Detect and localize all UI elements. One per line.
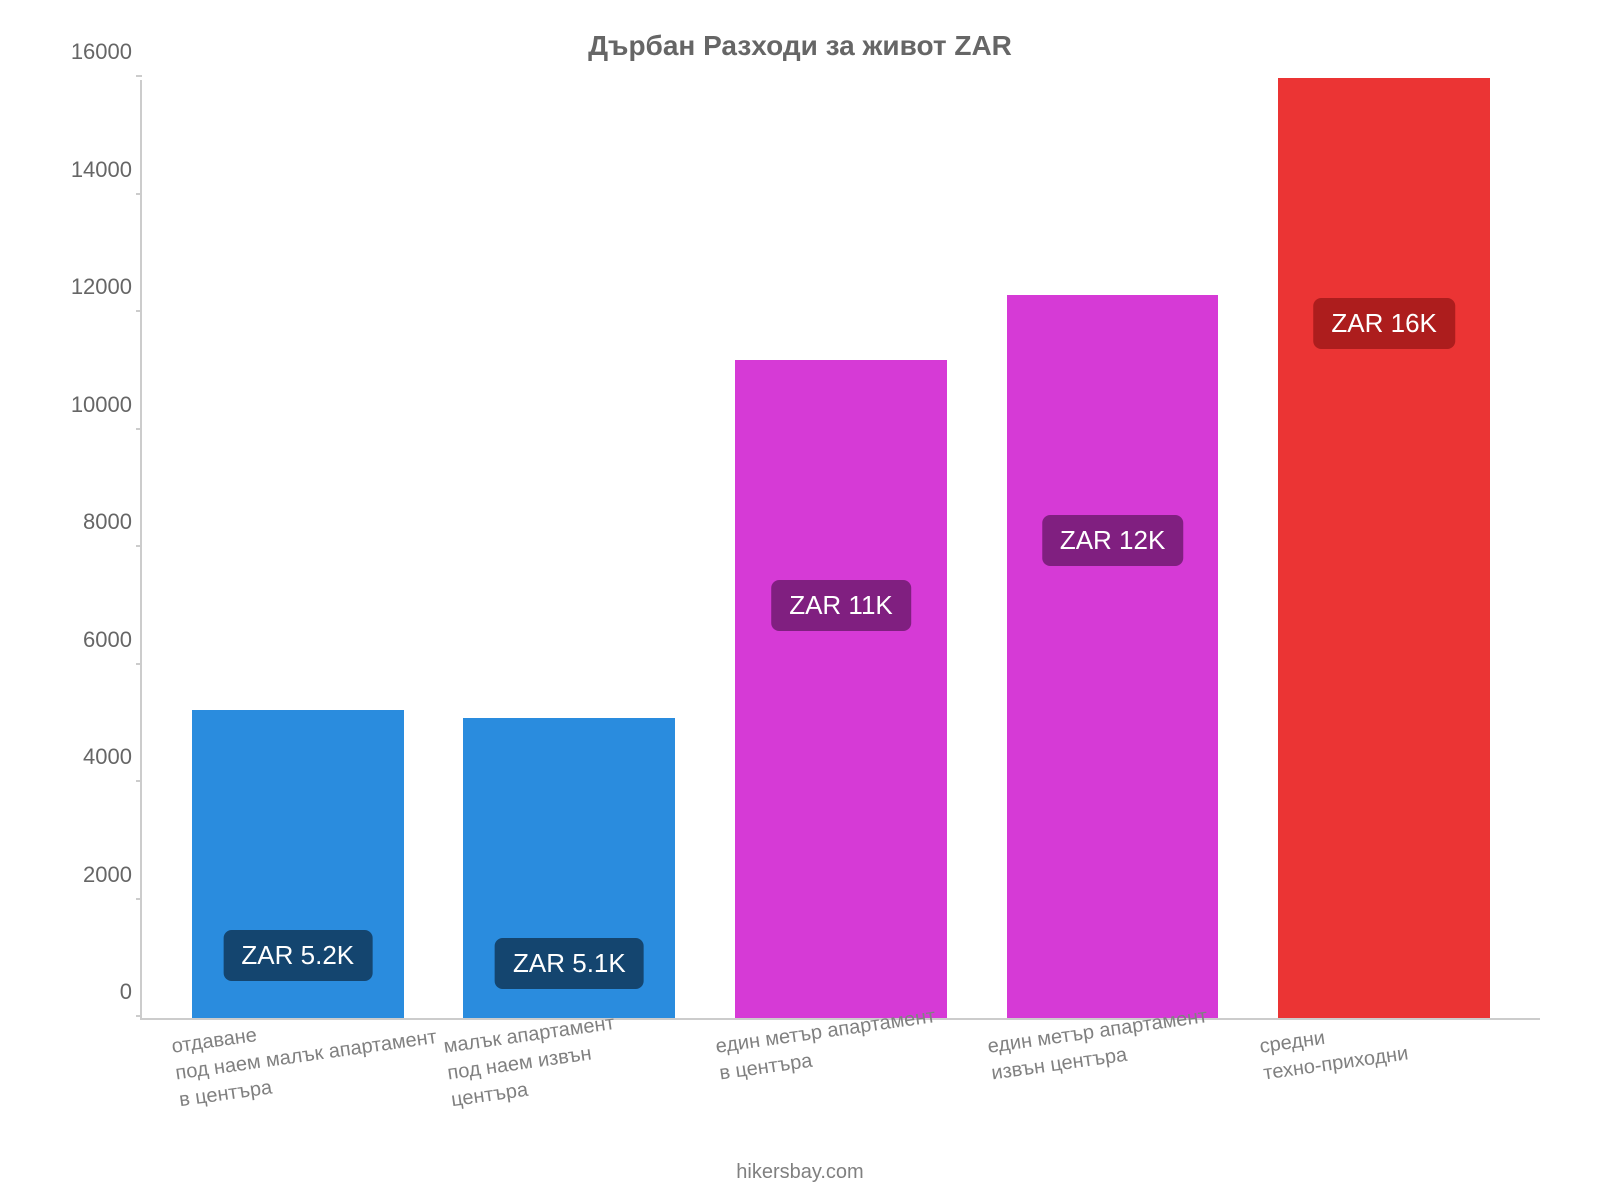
y-tick-label: 8000	[47, 509, 132, 535]
y-tick-label: 12000	[47, 274, 132, 300]
bar-slot: ZAR 5.1K	[434, 80, 706, 1018]
bar: ZAR 5.1K	[463, 718, 675, 1018]
x-label-slot: отдаване под наем малък апартамент в цен…	[160, 1024, 432, 1164]
y-tick-mark	[136, 75, 142, 77]
bar-slot: ZAR 5.2K	[162, 80, 434, 1018]
y-tick-label: 2000	[47, 862, 132, 888]
plot-area: 0200040006000800010000120001400016000 ZA…	[140, 80, 1540, 1020]
y-tick-label: 4000	[47, 744, 132, 770]
bars-group: ZAR 5.2K ZAR 5.1K ZAR 11K ZAR 12K ZAR 16K	[142, 80, 1540, 1018]
y-tick-label: 6000	[47, 627, 132, 653]
bar-value-label: ZAR 16K	[1313, 298, 1455, 349]
bar-slot: ZAR 11K	[705, 80, 977, 1018]
x-label-slot: средни техно-приходни	[1248, 1024, 1520, 1164]
chart-title: Дърбан Разходи за живот ZAR	[0, 30, 1600, 62]
bar-value-label: ZAR 5.2K	[223, 930, 372, 981]
y-tick-label: 16000	[47, 39, 132, 65]
chart-container: Дърбан Разходи за живот ZAR 020004000600…	[0, 0, 1600, 1200]
bar-slot: ZAR 12K	[977, 80, 1249, 1018]
x-label-slot: един метър апартамент извън центъра	[976, 1024, 1248, 1164]
x-label-slot: малък апартамент под наем извън центъра	[432, 1024, 704, 1164]
footer-credit: hikersbay.com	[0, 1161, 1600, 1184]
bar-value-label: ZAR 12K	[1042, 515, 1184, 566]
bar: ZAR 11K	[735, 360, 947, 1018]
x-tick-label: средни техно-приходни	[1258, 1014, 1410, 1088]
bar: ZAR 12K	[1007, 295, 1219, 1018]
bar: ZAR 5.2K	[192, 710, 404, 1018]
x-axis-labels: отдаване под наем малък апартамент в цен…	[140, 1024, 1540, 1164]
bar-value-label: ZAR 11K	[771, 580, 911, 631]
y-tick-label: 10000	[47, 392, 132, 418]
bar-slot: ZAR 16K	[1248, 80, 1520, 1018]
bar: ZAR 16K	[1278, 78, 1490, 1018]
bar-value-label: ZAR 5.1K	[495, 938, 644, 989]
y-tick-label: 14000	[47, 157, 132, 183]
x-tick-label: малък апартамент под наем извън центъра	[442, 1010, 624, 1114]
x-label-slot: един метър апартамент в центъра	[704, 1024, 976, 1164]
y-tick-label: 0	[47, 979, 132, 1005]
